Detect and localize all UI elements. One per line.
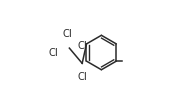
Text: Cl: Cl xyxy=(77,41,87,51)
Text: Cl: Cl xyxy=(63,29,73,39)
Text: Cl: Cl xyxy=(77,72,87,82)
Text: Cl: Cl xyxy=(48,48,58,58)
